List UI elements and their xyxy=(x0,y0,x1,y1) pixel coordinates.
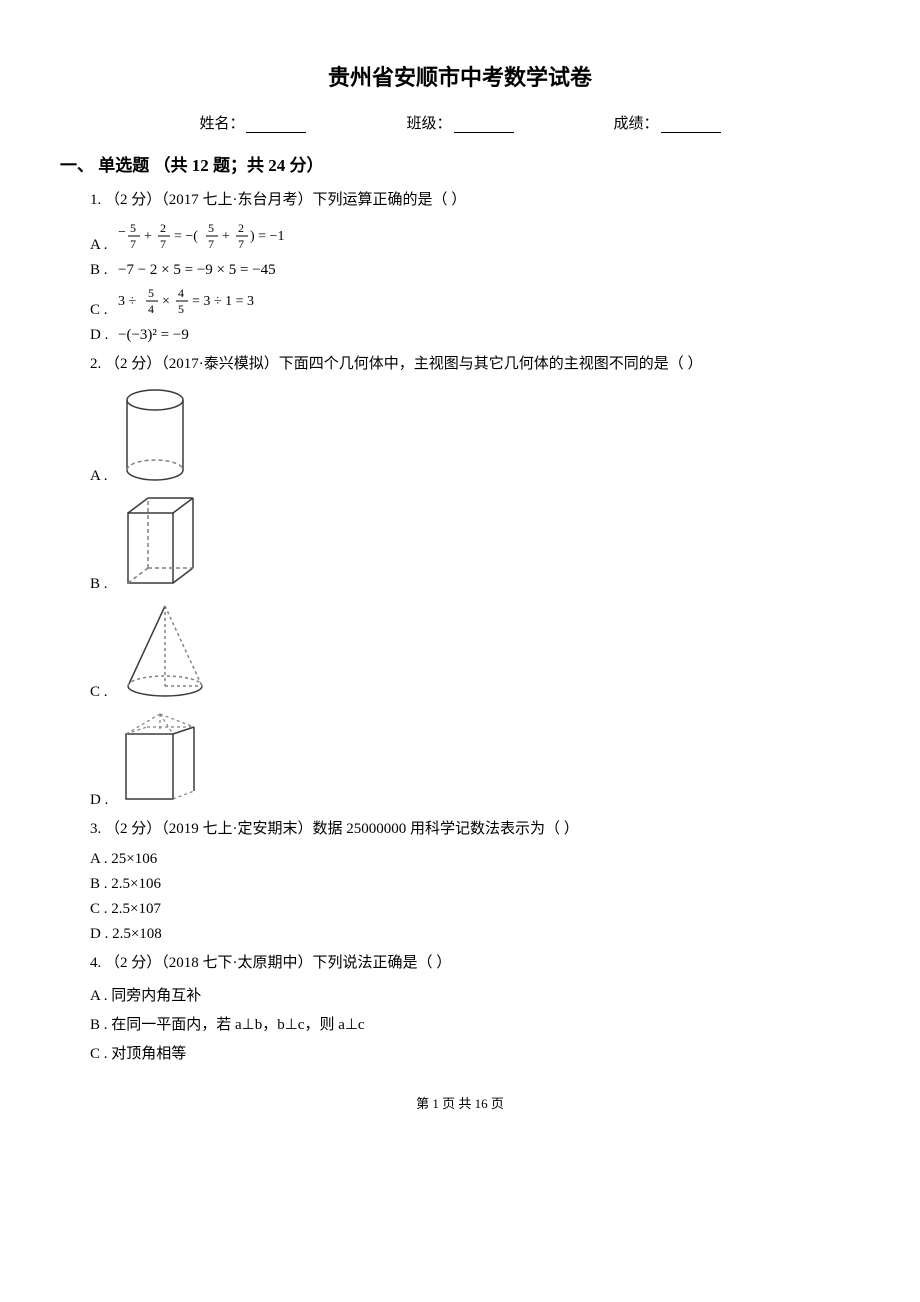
page-footer: 第 1 页 共 16 页 xyxy=(60,1093,860,1112)
q4-prompt: 4. （2 分）（2018 七下·太原期中）下列说法正确是（ ） xyxy=(90,951,860,977)
q3-option-a: A . 25×106 xyxy=(90,851,860,868)
q1-opt-a-label: A . xyxy=(90,237,110,254)
q1-option-b: B . −7 − 2 × 5 = −9 × 5 = −45 xyxy=(90,262,860,279)
q1-opt-a-math-icon: − 5 7 + 2 7 = −( 5 7 + 2 7 ) = −1 xyxy=(118,222,328,254)
svg-text:7: 7 xyxy=(130,237,136,251)
q3-option-c: C . 2.5×107 xyxy=(90,901,860,918)
svg-text:2: 2 xyxy=(160,222,166,235)
q2-opt-d-label: D . xyxy=(90,792,110,809)
q3-prompt: 3. （2 分）（2019 七上·定安期末）数据 25000000 用科学记数法… xyxy=(90,817,860,843)
q3-option-b: B . 2.5×106 xyxy=(90,876,860,893)
class-blank xyxy=(454,132,514,133)
q2-opt-b-label: B . xyxy=(90,576,110,593)
q4-option-a: A . 同旁内角互补 xyxy=(90,984,860,1005)
class-field: 班级： xyxy=(406,112,513,133)
q2-opt-a-label: A . xyxy=(90,468,110,485)
q1-opt-c-label: C . xyxy=(90,302,110,319)
q2-option-d: D . xyxy=(90,709,860,809)
score-blank xyxy=(661,132,721,133)
q2-option-a: A . xyxy=(90,385,860,485)
score-field: 成绩： xyxy=(614,112,721,133)
svg-text:5: 5 xyxy=(178,302,184,316)
q2-option-b: B . xyxy=(90,493,860,593)
q3-option-d: D . 2.5×108 xyxy=(90,926,860,943)
svg-text:7: 7 xyxy=(238,237,244,251)
svg-text:4: 4 xyxy=(178,287,184,300)
class-label: 班级： xyxy=(406,116,451,132)
q2-prompt: 2. （2 分）（2017·泰兴模拟）下面四个几何体中，主视图与其它几何体的主视… xyxy=(90,352,860,378)
svg-text:7: 7 xyxy=(160,237,166,251)
rectangular-prism-shape-icon xyxy=(118,493,203,593)
svg-text:= 3 ÷ 1 = 3: = 3 ÷ 1 = 3 xyxy=(192,294,254,309)
svg-text:5: 5 xyxy=(130,222,136,235)
section-header: 一、 单选题 （共 12 题；共 24 分） xyxy=(60,151,860,176)
cone-shape-icon xyxy=(118,601,213,701)
svg-text:= −(: = −( xyxy=(174,229,198,244)
q1-opt-d-math: −(−3)² = −9 xyxy=(118,327,189,344)
q1-opt-b-label: B . xyxy=(90,262,110,279)
svg-text:5: 5 xyxy=(148,287,154,300)
pyramid-prism-shape-icon xyxy=(118,709,203,809)
name-label: 姓名： xyxy=(199,116,244,132)
svg-text:7: 7 xyxy=(208,237,214,251)
svg-text:2: 2 xyxy=(238,222,244,235)
svg-text:+: + xyxy=(222,229,230,244)
q1-option-d: D . −(−3)² = −9 xyxy=(90,327,860,344)
svg-text:−: − xyxy=(118,225,126,240)
svg-text:) = −1: ) = −1 xyxy=(250,229,284,244)
q1-prompt: 1. （2 分）（2017 七上·东台月考）下列运算正确的是（ ） xyxy=(90,188,860,214)
q1-opt-b-math: −7 − 2 × 5 = −9 × 5 = −45 xyxy=(118,262,276,279)
q4-option-c: C . 对顶角相等 xyxy=(90,1042,860,1063)
q1-option-c: C . 3 ÷ 5 4 × 4 5 = 3 ÷ 1 = 3 xyxy=(90,287,860,319)
svg-text:4: 4 xyxy=(148,302,154,316)
name-blank xyxy=(246,132,306,133)
svg-text:+: + xyxy=(144,229,152,244)
score-label: 成绩： xyxy=(614,116,659,132)
header-fields: 姓名： 班级： 成绩： xyxy=(60,112,860,133)
name-field: 姓名： xyxy=(199,112,306,133)
q2-opt-c-label: C . xyxy=(90,684,110,701)
q2-option-c: C . xyxy=(90,601,860,701)
cylinder-shape-icon xyxy=(118,385,193,485)
svg-text:5: 5 xyxy=(208,222,214,235)
q1-option-a: A . − 5 7 + 2 7 = −( 5 7 + 2 7 ) = −1 xyxy=(90,222,860,254)
q1-opt-c-math-icon: 3 ÷ 5 4 × 4 5 = 3 ÷ 1 = 3 xyxy=(118,287,288,319)
page-title: 贵州省安顺市中考数学试卷 xyxy=(60,60,860,92)
svg-text:×: × xyxy=(162,294,170,309)
svg-text:3 ÷: 3 ÷ xyxy=(118,294,137,309)
q4-option-b: B . 在同一平面内，若 a⊥b，b⊥c，则 a⊥c xyxy=(90,1013,860,1034)
q1-opt-d-label: D . xyxy=(90,327,110,344)
